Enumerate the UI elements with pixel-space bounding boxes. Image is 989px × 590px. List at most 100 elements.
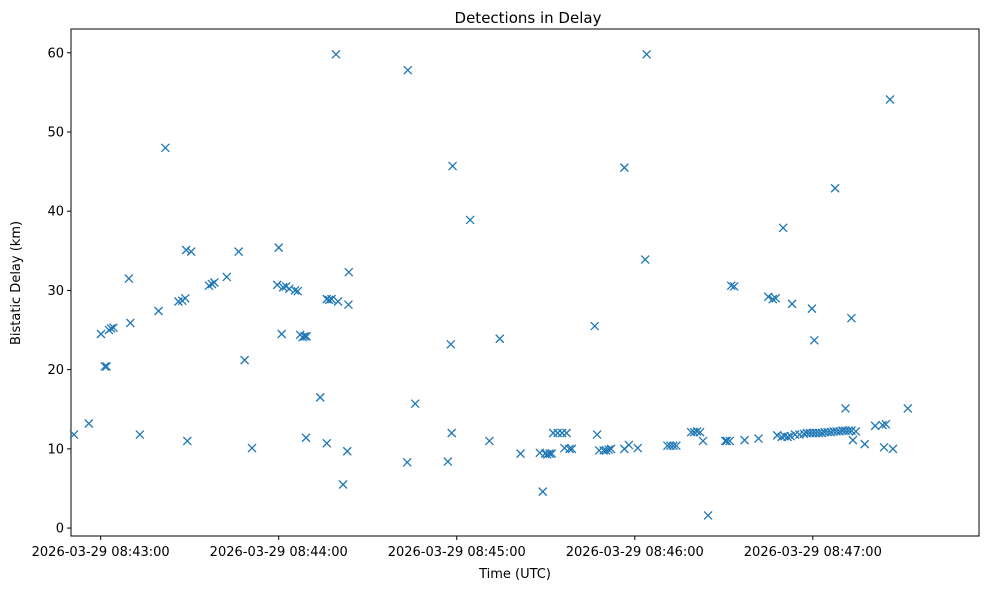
data-point bbox=[642, 49, 652, 59]
data-point bbox=[290, 285, 300, 295]
data-point bbox=[698, 436, 708, 446]
data-point bbox=[108, 323, 118, 333]
data-point bbox=[100, 362, 110, 371]
data-point bbox=[640, 255, 650, 264]
data-point bbox=[96, 329, 106, 339]
x-tick-label: 2026-03-29 08:46:00 bbox=[566, 545, 704, 560]
data-point bbox=[903, 403, 913, 413]
data-point bbox=[703, 510, 713, 520]
data-point bbox=[771, 293, 781, 303]
data-point bbox=[247, 443, 257, 453]
data-point bbox=[324, 295, 334, 305]
data-point bbox=[604, 445, 614, 455]
data-point bbox=[125, 318, 135, 328]
data-point bbox=[186, 247, 196, 257]
plot-area: 2026-03-29 08:43:00 2026-03-29 08:44:00 20… bbox=[32, 28, 980, 560]
data-point bbox=[860, 439, 870, 449]
data-point bbox=[293, 286, 303, 296]
data-point bbox=[562, 428, 572, 438]
data-point bbox=[726, 281, 736, 291]
data-point bbox=[754, 434, 763, 444]
data-point bbox=[778, 223, 788, 233]
x-tick-label: 2026-03-29 08:43:00 bbox=[32, 545, 170, 560]
data-point bbox=[545, 449, 555, 459]
data-point bbox=[881, 419, 891, 429]
x-axis-ticks: 2026-03-29 08:43:00 2026-03-29 08:44:00 20… bbox=[32, 536, 882, 560]
chart-title: Detections in Delay bbox=[455, 9, 602, 27]
y-tick-label: 0 bbox=[56, 522, 64, 537]
data-point bbox=[547, 449, 557, 459]
data-point bbox=[343, 300, 353, 310]
data-point bbox=[403, 65, 413, 75]
data-point bbox=[402, 457, 412, 467]
data-point bbox=[284, 284, 294, 294]
data-point bbox=[102, 362, 112, 371]
data-point bbox=[327, 294, 336, 304]
data-point bbox=[879, 442, 889, 452]
data-point bbox=[729, 282, 739, 291]
data-point bbox=[851, 426, 861, 436]
axes-frame bbox=[70, 28, 980, 537]
data-point bbox=[725, 436, 735, 446]
data-point bbox=[843, 426, 853, 436]
data-point bbox=[181, 245, 191, 255]
data-point bbox=[619, 163, 629, 173]
data-point bbox=[302, 331, 312, 341]
data-point bbox=[848, 435, 858, 445]
data-point bbox=[448, 161, 458, 171]
data-point bbox=[671, 441, 681, 451]
data-point bbox=[870, 421, 880, 431]
data-point bbox=[495, 334, 505, 344]
data-point bbox=[565, 444, 574, 454]
data-point bbox=[274, 243, 284, 253]
data-point bbox=[240, 355, 250, 365]
data-point bbox=[830, 183, 840, 193]
data-points bbox=[69, 49, 913, 520]
x-tick-label: 2026-03-29 08:44:00 bbox=[210, 545, 348, 560]
y-axis-ticks: 0 10 20 30 40 50 60 bbox=[47, 46, 71, 537]
data-point bbox=[272, 280, 282, 290]
data-point bbox=[807, 304, 817, 314]
data-point bbox=[344, 267, 354, 277]
data-point bbox=[84, 419, 94, 428]
data-point bbox=[590, 321, 600, 331]
data-point bbox=[878, 420, 888, 430]
data-point bbox=[154, 306, 163, 316]
y-tick-label: 50 bbox=[47, 125, 64, 140]
data-point bbox=[209, 278, 219, 287]
data-point bbox=[443, 457, 453, 466]
data-point bbox=[446, 339, 456, 349]
data-point bbox=[465, 215, 475, 225]
data-point bbox=[846, 313, 856, 323]
y-tick-label: 60 bbox=[47, 46, 64, 61]
data-point bbox=[809, 335, 819, 345]
data-point bbox=[342, 446, 352, 456]
data-point bbox=[606, 444, 616, 454]
data-point bbox=[567, 444, 577, 454]
data-point bbox=[106, 323, 116, 333]
data-point bbox=[277, 329, 287, 339]
data-point bbox=[338, 480, 348, 489]
data-point bbox=[601, 445, 611, 455]
data-point bbox=[668, 441, 678, 451]
data-point bbox=[135, 430, 145, 440]
data-point bbox=[331, 49, 341, 59]
data-point bbox=[592, 430, 602, 440]
data-point bbox=[447, 428, 457, 438]
data-point bbox=[692, 426, 702, 436]
data-point bbox=[538, 487, 548, 497]
data-point bbox=[333, 297, 343, 306]
x-tick-label: 2026-03-29 08:45:00 bbox=[388, 545, 526, 560]
data-point bbox=[160, 143, 170, 153]
y-tick-label: 10 bbox=[47, 442, 64, 457]
x-tick-label: 2026-03-29 08:47:00 bbox=[744, 545, 882, 560]
data-point bbox=[300, 331, 309, 341]
y-tick-label: 20 bbox=[47, 363, 64, 378]
data-point bbox=[484, 436, 494, 446]
data-point bbox=[301, 433, 311, 443]
data-point bbox=[516, 449, 526, 459]
data-point bbox=[322, 438, 332, 448]
data-point bbox=[180, 293, 190, 303]
data-point bbox=[222, 272, 232, 282]
